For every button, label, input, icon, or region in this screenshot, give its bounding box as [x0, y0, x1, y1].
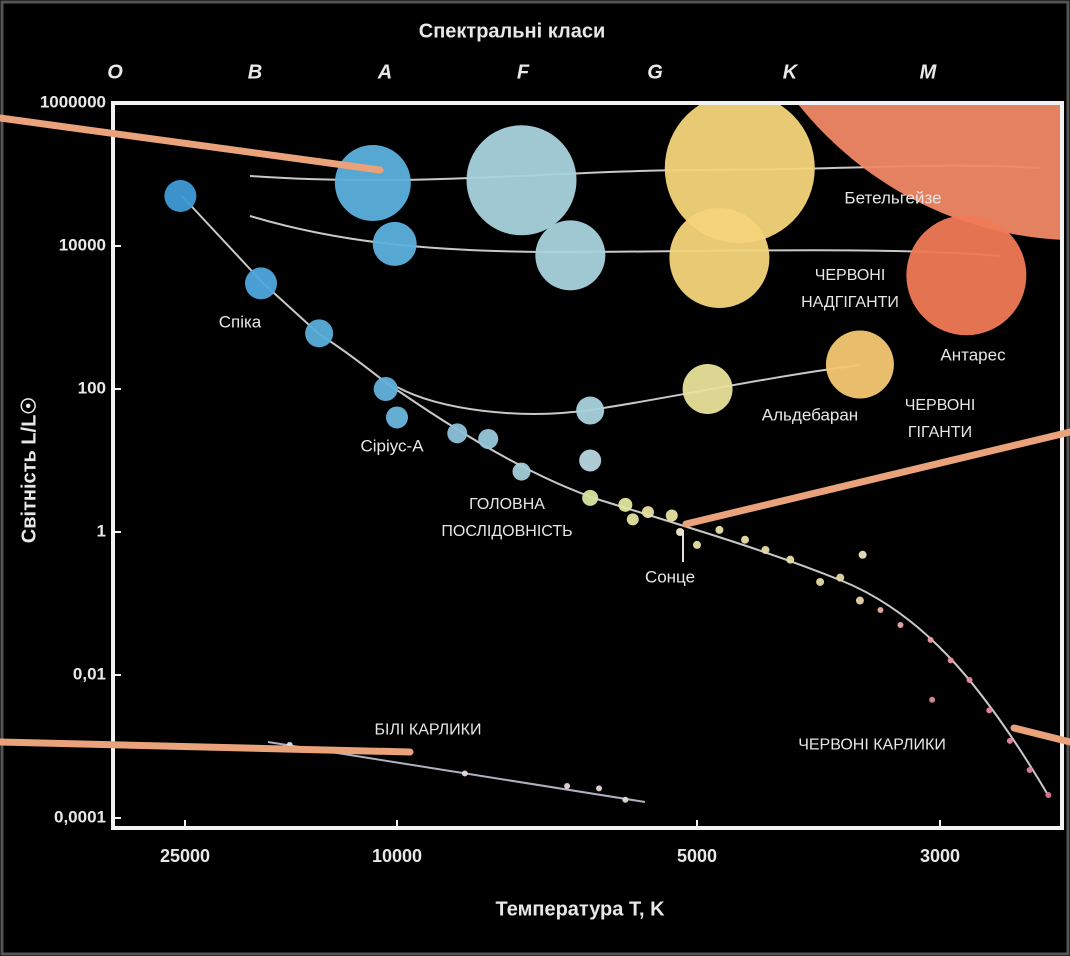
star-label: Спіка	[218, 312, 262, 332]
star	[669, 207, 770, 308]
spectral-class: K	[783, 61, 799, 83]
group-label: ГОЛОВНА ПОСЛІДОВНІСТЬ	[441, 496, 573, 540]
star	[966, 677, 973, 684]
star	[535, 220, 606, 291]
star	[664, 105, 815, 244]
star	[626, 513, 639, 526]
star	[305, 319, 334, 348]
star	[622, 796, 629, 803]
star	[478, 428, 499, 449]
y-tick-label: 0,01	[73, 664, 106, 683]
plot-area	[164, 105, 1060, 803]
spectral-class: A	[377, 61, 392, 83]
y-tick-label: 1000000	[40, 92, 106, 111]
star	[897, 622, 904, 629]
callout-line	[682, 428, 1070, 528]
star	[927, 636, 934, 643]
star	[855, 596, 864, 605]
star	[741, 535, 750, 544]
star	[786, 555, 795, 564]
spectral-class: B	[248, 61, 262, 83]
star	[665, 509, 678, 522]
y-tick-label: 10000	[59, 235, 106, 254]
star	[164, 180, 197, 213]
star	[576, 396, 605, 425]
star	[447, 423, 468, 444]
star-label: Бетельгейзе	[844, 188, 942, 208]
star	[906, 215, 1027, 336]
star	[373, 377, 398, 401]
top-axis-title: Спектральні класи	[419, 20, 605, 42]
star	[461, 770, 468, 777]
star	[466, 125, 577, 236]
star	[929, 696, 936, 703]
plot-frame	[111, 101, 1064, 830]
star	[816, 577, 825, 586]
star-label: Альдебаран	[761, 405, 859, 425]
star	[1006, 737, 1013, 744]
star	[245, 267, 278, 300]
star	[372, 221, 417, 266]
star	[858, 550, 867, 559]
star	[564, 783, 571, 790]
star	[761, 546, 770, 555]
callout-line	[1010, 724, 1070, 746]
spectral-class: O	[107, 61, 123, 83]
star	[579, 449, 602, 472]
star	[947, 657, 954, 664]
star	[798, 105, 1060, 240]
spectral-class: F	[517, 61, 530, 83]
star	[334, 145, 411, 222]
star	[682, 364, 733, 414]
spectral-class: G	[647, 61, 663, 83]
x-axis-title: Температура T, K	[495, 898, 665, 920]
y-tick-label: 100	[78, 378, 106, 397]
y-tick-label: 1	[97, 521, 106, 540]
star	[582, 489, 599, 506]
callout-line	[0, 738, 414, 756]
group-label: ЧЕРВОНІ ГІГАНТИ	[904, 397, 976, 441]
star	[1045, 791, 1052, 798]
callout-line	[0, 114, 384, 174]
supergiant-track	[249, 215, 1001, 257]
star	[836, 573, 845, 582]
y-tick-label: 0,0001	[54, 807, 106, 826]
star	[641, 506, 654, 519]
x-tick-label: 5000	[677, 846, 717, 866]
star-label: Сіріус-А	[360, 436, 424, 456]
star	[512, 462, 531, 481]
star-label: Антарес	[940, 345, 1006, 365]
spectral-class: M	[920, 61, 938, 83]
x-tick-label: 10000	[372, 846, 422, 866]
star	[596, 785, 603, 792]
group-label: ЧЕРВОНІ НАДГІГАНТИ	[801, 267, 899, 311]
star-label: Сонце	[644, 567, 696, 587]
star	[986, 707, 993, 714]
star	[386, 406, 408, 429]
group-label: ЧЕРВОНІ КАРЛИКИ	[798, 736, 946, 754]
star	[693, 540, 701, 549]
x-tick-label: 25000	[160, 846, 210, 866]
star	[877, 607, 884, 614]
y-axis-title: Світність L/L☉	[18, 397, 40, 543]
star	[618, 497, 633, 512]
group-label: БІЛІ КАРЛИКИ	[374, 721, 482, 739]
star	[825, 330, 894, 399]
star	[1026, 766, 1033, 773]
x-tick-label: 3000	[920, 846, 960, 866]
star	[715, 525, 724, 534]
callouts	[0, 114, 1070, 756]
